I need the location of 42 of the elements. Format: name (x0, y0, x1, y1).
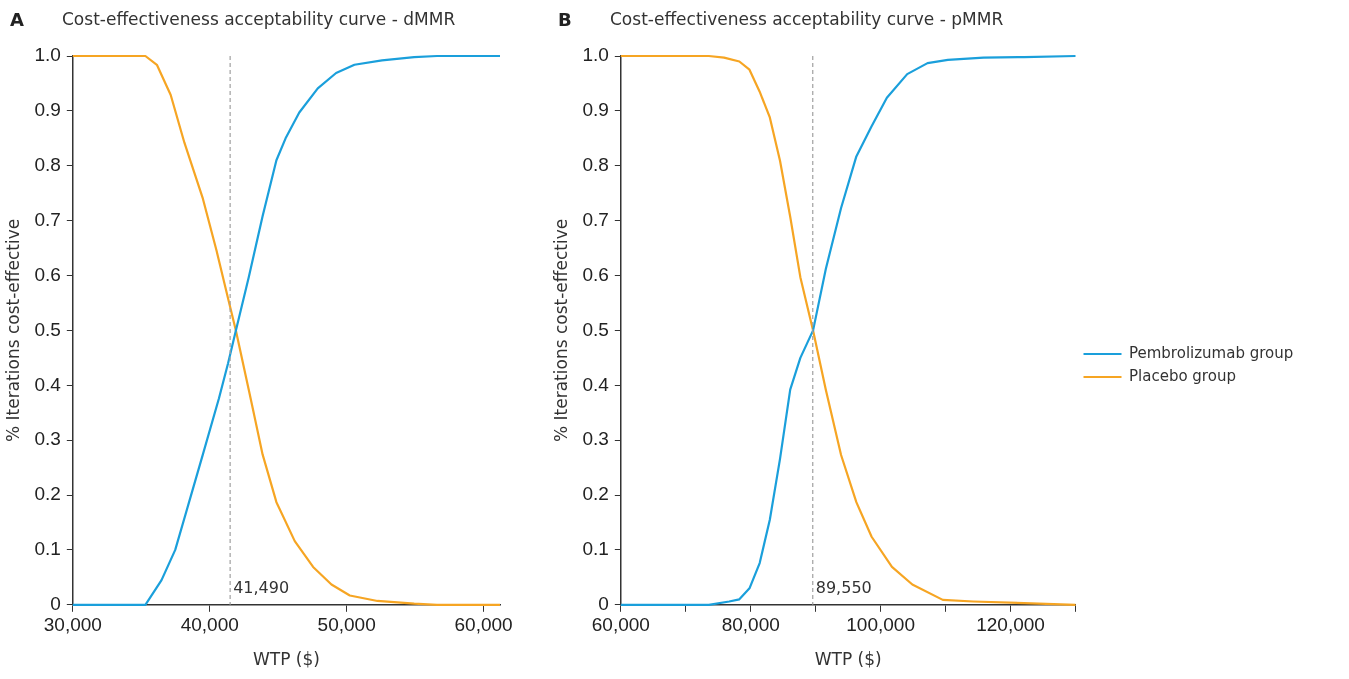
y-tick-label: 0.8 (34, 153, 61, 175)
ref-line-label: 89,550 (815, 577, 872, 597)
y-tick-label: 0.6 (34, 263, 61, 285)
y-tick-label: 0 (50, 593, 61, 615)
y-tick-label: 0.5 (582, 318, 609, 340)
y-tick-label: 0.4 (582, 373, 610, 395)
y-tick-label: 0.2 (582, 483, 609, 505)
y-tick-label: 0.2 (34, 483, 61, 505)
text: B (558, 8, 572, 30)
x-tick-label: 100,000 (846, 614, 915, 636)
y-tick-label: 0.9 (34, 99, 61, 121)
x-tick-label: 60,000 (454, 614, 513, 636)
legend-label: Placebo group (1129, 366, 1236, 385)
x-tick-label: 40,000 (180, 614, 239, 636)
y-axis-title: % Iterations cost-effective (2, 218, 23, 443)
y-tick-label: 0.6 (582, 263, 609, 285)
x-tick-label: 120,000 (976, 614, 1045, 636)
y-tick-label: 1.0 (34, 44, 61, 66)
y-tick-label: 0.7 (582, 208, 609, 230)
x-tick-label: 60,000 (591, 614, 650, 636)
y-tick-label: 1.0 (582, 44, 609, 66)
y-axis-title: % Iterations cost-effective (550, 218, 571, 443)
y-tick-label: 0.9 (582, 99, 609, 121)
text: A (10, 8, 24, 30)
y-tick-label: 0.3 (582, 428, 609, 450)
x-tick-label: 80,000 (721, 614, 780, 636)
y-tick-label: 0.4 (34, 373, 62, 395)
legend-label: Pembrolizumab group (1129, 343, 1294, 362)
ref-line-label: 41,490 (233, 577, 290, 597)
chart-title: Cost-effectiveness acceptability curve - pMMR (610, 8, 1004, 29)
chart-title: Cost-effectiveness acceptability curve - dMMR (62, 8, 456, 29)
y-tick-label: 0 (598, 593, 609, 615)
x-axis-title: WTP ($) (814, 649, 882, 670)
y-tick-label: 0.7 (34, 208, 61, 230)
x-axis-title: WTP ($) (252, 649, 320, 670)
y-tick-label: 0.3 (34, 428, 61, 450)
y-tick-label: 0.8 (582, 153, 609, 175)
x-tick-label: 50,000 (317, 614, 376, 636)
y-tick-label: 0.1 (582, 538, 609, 560)
y-tick-label: 0.5 (34, 318, 61, 340)
x-tick-label: 30,000 (43, 614, 102, 636)
y-tick-label: 0.1 (34, 538, 61, 560)
